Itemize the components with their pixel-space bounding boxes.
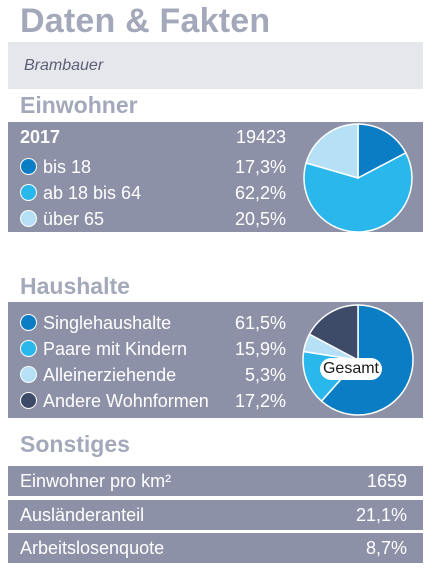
stat-row: Ausländeranteil 21,1% <box>8 500 423 530</box>
einwohner-row-value: 17,3% <box>234 157 286 177</box>
einwohner-row-value: 62,2% <box>234 183 286 203</box>
haushalte-row-label: Paare mit Kindern <box>43 339 188 359</box>
stat-row: Arbeitslosenquote 8,7% <box>8 533 423 563</box>
haushalte-row-label: Alleinerziehende <box>43 365 177 385</box>
haushalte-row-label: Andere Wohnformen <box>43 391 209 411</box>
einwohner-row: über 65 <box>20 206 104 232</box>
haushalte-row-value: 17,2% <box>234 391 286 411</box>
stat-label: Einwohner pro km² <box>20 471 172 491</box>
sonstiges-heading: Sonstiges <box>20 431 130 457</box>
legend-dot-icon <box>20 158 37 175</box>
legend-dot-icon <box>20 184 37 201</box>
einwohner-row: bis 18 <box>20 154 91 180</box>
einwohner-row-label: ab 18 bis 64 <box>43 183 142 203</box>
einwohner-year: 2017 <box>20 127 61 147</box>
einwohner-row-label: über 65 <box>43 209 105 229</box>
einwohner-pie-chart <box>296 122 420 234</box>
stat-value: 1659 <box>366 471 407 491</box>
haushalte-row: Singlehaushalte <box>20 310 171 336</box>
pie-slice <box>303 151 413 233</box>
einwohner-row-label: bis 18 <box>43 157 92 177</box>
legend-dot-icon <box>20 340 37 357</box>
einwohner-total: 19423 <box>235 127 286 147</box>
stat-value: 21,1% <box>355 505 407 525</box>
stat-row: Einwohner pro km² 1659 <box>8 466 423 496</box>
einwohner-row: ab 18 bis 64 <box>20 180 141 206</box>
haushalte-pie-chart: Gesamt <box>296 302 420 418</box>
location-bar: Brambauer <box>8 42 423 89</box>
haushalte-row-value: 15,9% <box>234 339 286 359</box>
haushalte-row: Andere Wohnformen <box>20 388 209 414</box>
haushalte-row-label: Singlehaushalte <box>43 313 172 333</box>
pie-slice <box>357 123 407 180</box>
haushalte-row-value: 61,5% <box>234 313 286 333</box>
legend-dot-icon <box>20 392 37 409</box>
haushalte-row: Paare mit Kindern <box>20 336 187 362</box>
pie-slice <box>308 304 359 362</box>
pie-slice <box>305 123 359 179</box>
legend-dot-icon <box>20 366 37 383</box>
legend-dot-icon <box>20 314 37 331</box>
haushalte-heading: Haushalte <box>20 273 130 299</box>
page-title: Daten & Fakten <box>20 2 271 40</box>
einwohner-row-value: 20,5% <box>234 209 286 229</box>
stat-value: 8,7% <box>365 538 407 558</box>
stat-label: Arbeitslosenquote <box>20 538 165 558</box>
haushalte-row-value: 5,3% <box>244 365 286 385</box>
haushalte-row: Alleinerziehende <box>20 362 176 388</box>
einwohner-heading: Einwohner <box>20 92 138 118</box>
legend-dot-icon <box>20 210 37 227</box>
stat-label: Ausländeranteil <box>20 505 145 525</box>
pie-center-label: Gesamt <box>320 358 382 380</box>
